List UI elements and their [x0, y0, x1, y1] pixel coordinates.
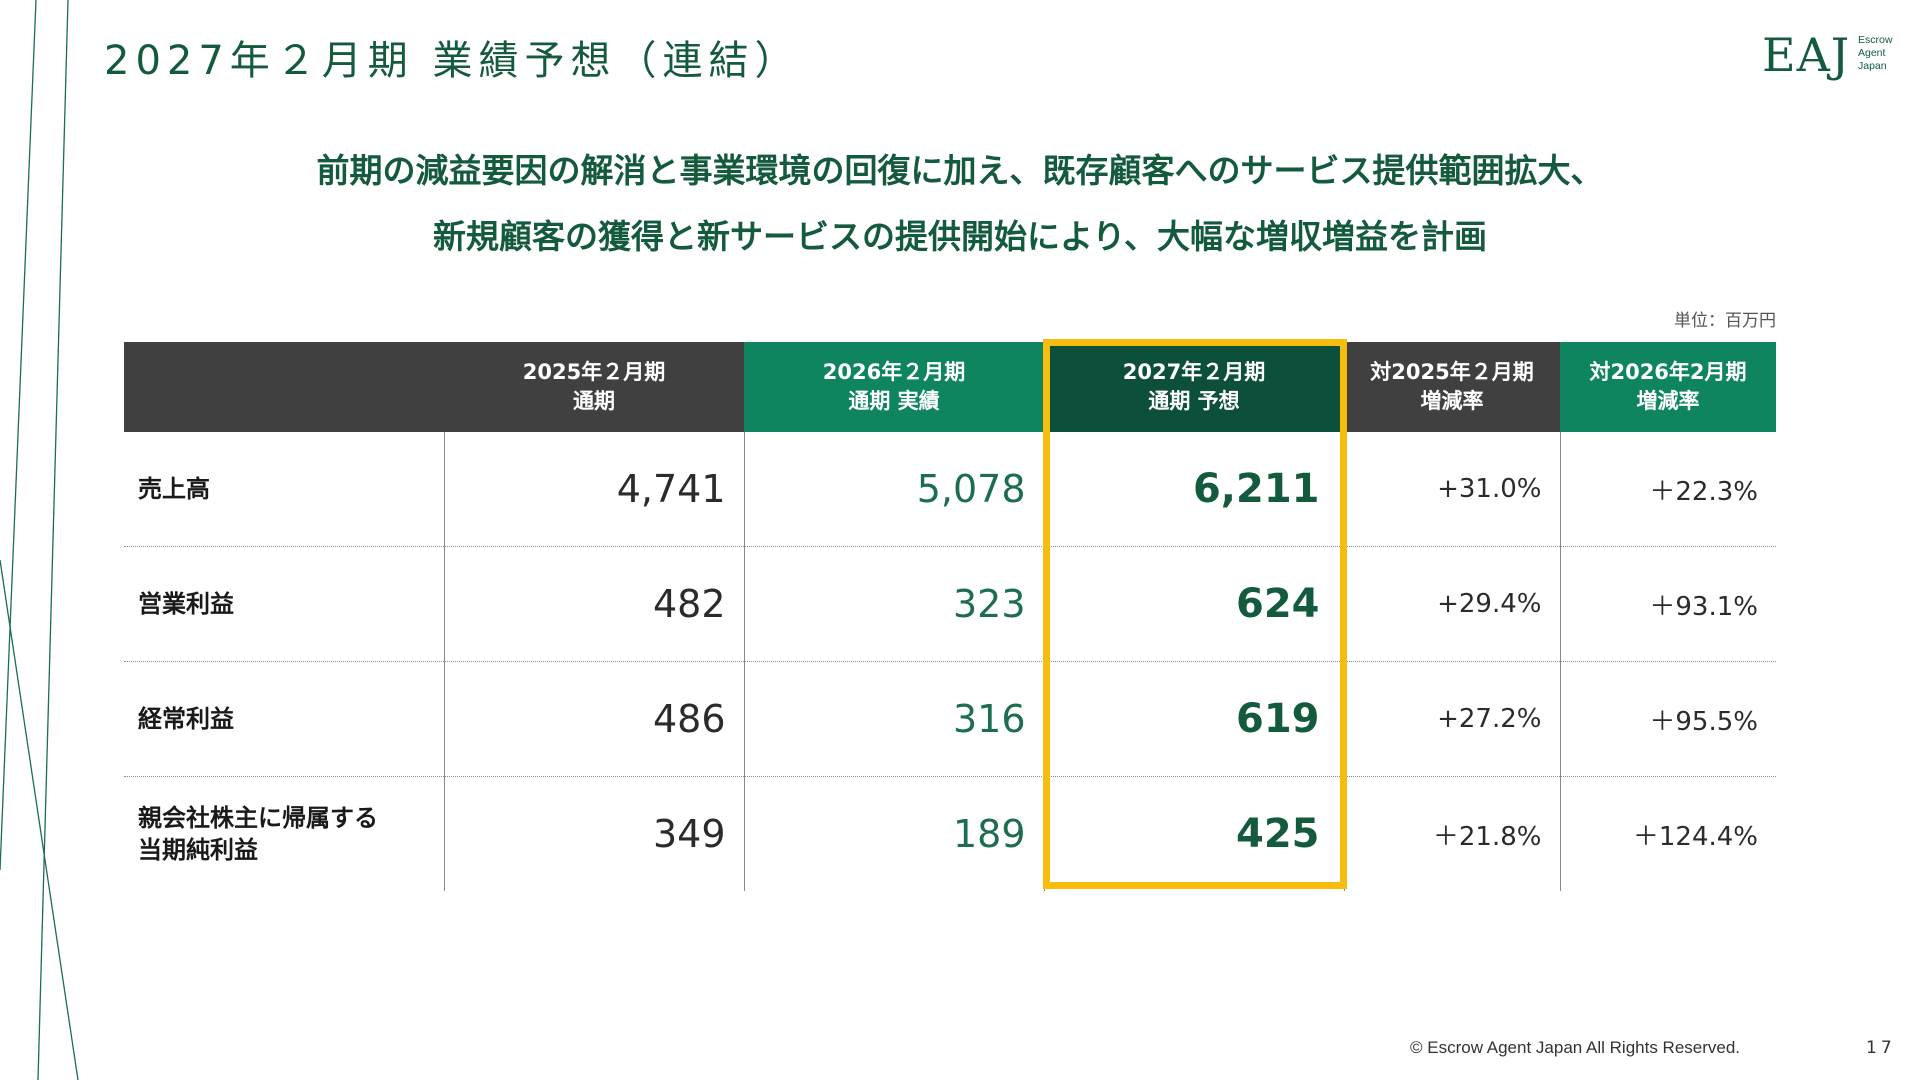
row-label: 経常利益: [124, 661, 444, 777]
cell-fy2026: 189: [743, 776, 1044, 891]
cell-fy2027: 619: [1043, 661, 1344, 777]
headline: 前期の減益要因の解消と事業環境の回復に加え、既存顧客へのサービス提供範囲拡大、 …: [0, 138, 1920, 270]
company-logo: EAJ Escrow Agent Japan: [1762, 28, 1892, 82]
cell-fy2026: 323: [743, 546, 1044, 662]
row-label-line: 売上高: [138, 475, 210, 503]
logo-subtext: Escrow Agent Japan: [1858, 34, 1892, 73]
page-title: 2027年２月期 業績予想（連結）: [104, 38, 801, 84]
cell-vs2025: ＋21.8%: [1343, 776, 1560, 891]
cell-vs2026: ＋95.5%: [1559, 661, 1776, 777]
header-line: 対2025年２月期: [1370, 360, 1534, 384]
header-line: 通期 実績: [848, 389, 940, 413]
header-fy2027: 2027年２月期 通期 予想: [1044, 342, 1344, 432]
cell-vs2025: +29.4%: [1343, 546, 1560, 662]
table-row: 営業利益 482 323 624 +29.4% ＋93.1%: [124, 546, 1776, 662]
cell-vs2026: ＋124.4%: [1559, 776, 1776, 891]
row-label: 営業利益: [124, 546, 444, 662]
row-label-line: 親会社株主に帰属する: [138, 804, 378, 832]
cell-fy2026: 316: [743, 661, 1044, 777]
table-header-row: 2025年２月期 通期 2026年２月期 通期 実績 2027年２月期 通期 予…: [124, 342, 1776, 432]
logo-sub-line: Escrow: [1858, 34, 1893, 46]
cell-fy2027: 6,211: [1043, 432, 1344, 547]
cell-vs2026: ＋93.1%: [1559, 546, 1776, 662]
unit-label: 単位：百万円: [1674, 311, 1776, 331]
cell-fy2025: 4,741: [443, 432, 744, 547]
header-vs2025: 対2025年２月期 増減率: [1344, 342, 1560, 432]
table-row: 経常利益 486 316 619 +27.2% ＋95.5%: [124, 661, 1776, 777]
copyright: © Escrow Agent Japan All Rights Reserved…: [1410, 1038, 1741, 1057]
row-label: 親会社株主に帰属する 当期純利益: [124, 777, 444, 892]
header-fy2025: 2025年２月期 通期: [444, 342, 744, 432]
header-line: 2025年２月期: [522, 360, 666, 384]
header-vs2026: 対2026年2月期 増減率: [1560, 342, 1776, 432]
row-label-line: 営業利益: [138, 590, 234, 618]
cell-fy2025: 482: [443, 546, 744, 662]
header-line: 増減率: [1420, 389, 1484, 413]
headline-line-1: 前期の減益要因の解消と事業環境の回復に加え、既存顧客へのサービス提供範囲拡大、: [316, 151, 1604, 190]
header-empty: [124, 342, 444, 432]
cell-vs2025: +31.0%: [1343, 432, 1560, 547]
table-row: 売上高 4,741 5,078 6,211 +31.0% ＋22.3%: [124, 432, 1776, 547]
forecast-table: 2025年２月期 通期 2026年２月期 通期 実績 2027年２月期 通期 予…: [124, 342, 1776, 891]
headline-line-2: 新規顧客の獲得と新サービスの提供開始により、大幅な増収増益を計画: [432, 217, 1488, 256]
logo-sub-line: Agent: [1858, 47, 1886, 59]
row-label-line: 当期純利益: [138, 836, 258, 864]
cell-fy2027: 624: [1043, 546, 1344, 662]
page-number: 17: [1866, 1038, 1896, 1058]
header-line: 2027年２月期: [1122, 360, 1266, 384]
row-label: 売上高: [124, 432, 444, 547]
cell-fy2026: 5,078: [743, 432, 1044, 547]
logo-mark: EAJ: [1762, 28, 1851, 82]
table-row: 親会社株主に帰属する 当期純利益 349 189 425 ＋21.8% ＋124…: [124, 776, 1776, 892]
cell-fy2027: 425: [1043, 776, 1344, 891]
decorative-lines: [0, 0, 79, 1080]
header-line: 2026年２月期: [822, 360, 966, 384]
header-line: 増減率: [1636, 389, 1700, 413]
cell-vs2025: +27.2%: [1343, 661, 1560, 777]
row-label-line: 経常利益: [138, 705, 234, 733]
cell-vs2026: ＋22.3%: [1559, 432, 1776, 547]
header-line: 対2026年2月期: [1589, 360, 1747, 384]
logo-sub-line: Japan: [1858, 60, 1887, 72]
header-line: 通期: [573, 389, 615, 413]
header-line: 通期 予想: [1148, 389, 1240, 413]
header-fy2026: 2026年２月期 通期 実績: [744, 342, 1044, 432]
cell-fy2025: 349: [443, 776, 744, 891]
cell-fy2025: 486: [443, 661, 744, 777]
